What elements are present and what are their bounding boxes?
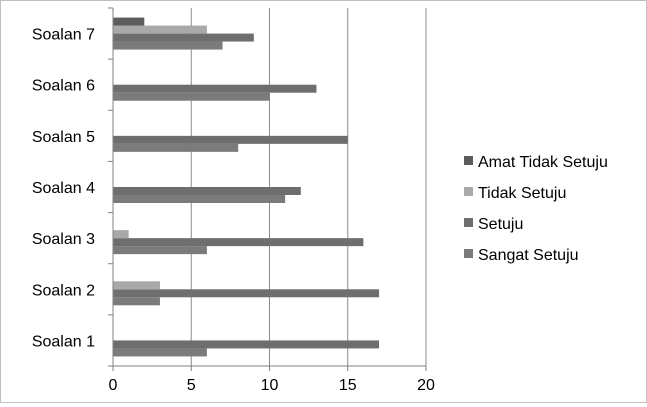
bar-soalan-4-sangat-setuju: [113, 195, 286, 203]
bar-soalan-5-setuju: [113, 135, 348, 144]
y-tick-label: Soalan 5: [32, 129, 95, 146]
legend-label-sangat-setuju: Sangat Setuju: [478, 247, 579, 264]
bar-soalan-6-sangat-setuju: [113, 92, 270, 101]
x-tick-label: 5: [187, 377, 196, 394]
y-tick-label: Soalan 7: [32, 27, 95, 44]
axes: [108, 7, 427, 371]
bars: [113, 17, 380, 357]
bar-soalan-2-setuju: [113, 289, 380, 298]
bar-soalan-3-setuju: [113, 238, 364, 247]
bar-soalan-5-sangat-setuju: [113, 143, 239, 152]
bar-soalan-1-setuju: [113, 340, 380, 349]
y-tick-label: Soalan 4: [32, 180, 95, 197]
bar-soalan-2-tidak-setuju: [113, 281, 160, 290]
bar-soalan-1-sangat-setuju: [113, 348, 207, 357]
x-tick-label: 15: [339, 377, 357, 394]
x-tick-label: 20: [417, 377, 435, 394]
legend-swatch-amat-tidak-setuju: [464, 156, 473, 165]
legend-label-tidak-setuju: Tidak Setuju: [478, 185, 566, 202]
bar-soalan-7-tidak-setuju: [113, 25, 207, 34]
legend-swatch-tidak-setuju: [464, 187, 473, 196]
y-tick-label: Soalan 1: [32, 333, 95, 350]
bar-soalan-7-setuju: [113, 33, 254, 42]
y-tick-label: Soalan 3: [32, 231, 95, 248]
legend-label-amat-tidak-setuju: Amat Tidak Setuju: [478, 154, 608, 171]
bar-soalan-7-amat-tidak-setuju: [113, 17, 145, 26]
x-tick-label: 0: [109, 377, 118, 394]
legend-swatch-sangat-setuju: [464, 249, 473, 258]
bar-soalan-6-setuju: [113, 84, 317, 93]
y-tick-label: Soalan 2: [32, 282, 95, 299]
y-tick-label: Soalan 6: [32, 78, 95, 95]
legend-label-setuju: Setuju: [478, 216, 523, 233]
bar-soalan-3-sangat-setuju: [113, 246, 207, 255]
bar-soalan-4-setuju: [113, 187, 301, 195]
bar-soalan-3-tidak-setuju: [113, 230, 129, 239]
axis-labels: Soalan 1 Soalan 2 Soalan 3 Soalan 4 Soalan 5…: [32, 27, 435, 394]
legend: Amat Tidak Setuju Tidak Setuju Setuju Sanga…: [464, 154, 608, 264]
legend-swatch-setuju: [464, 218, 473, 227]
bar-soalan-7-sangat-setuju: [113, 41, 223, 50]
x-tick-label: 10: [261, 377, 279, 394]
bar-soalan-2-sangat-setuju: [113, 297, 160, 306]
